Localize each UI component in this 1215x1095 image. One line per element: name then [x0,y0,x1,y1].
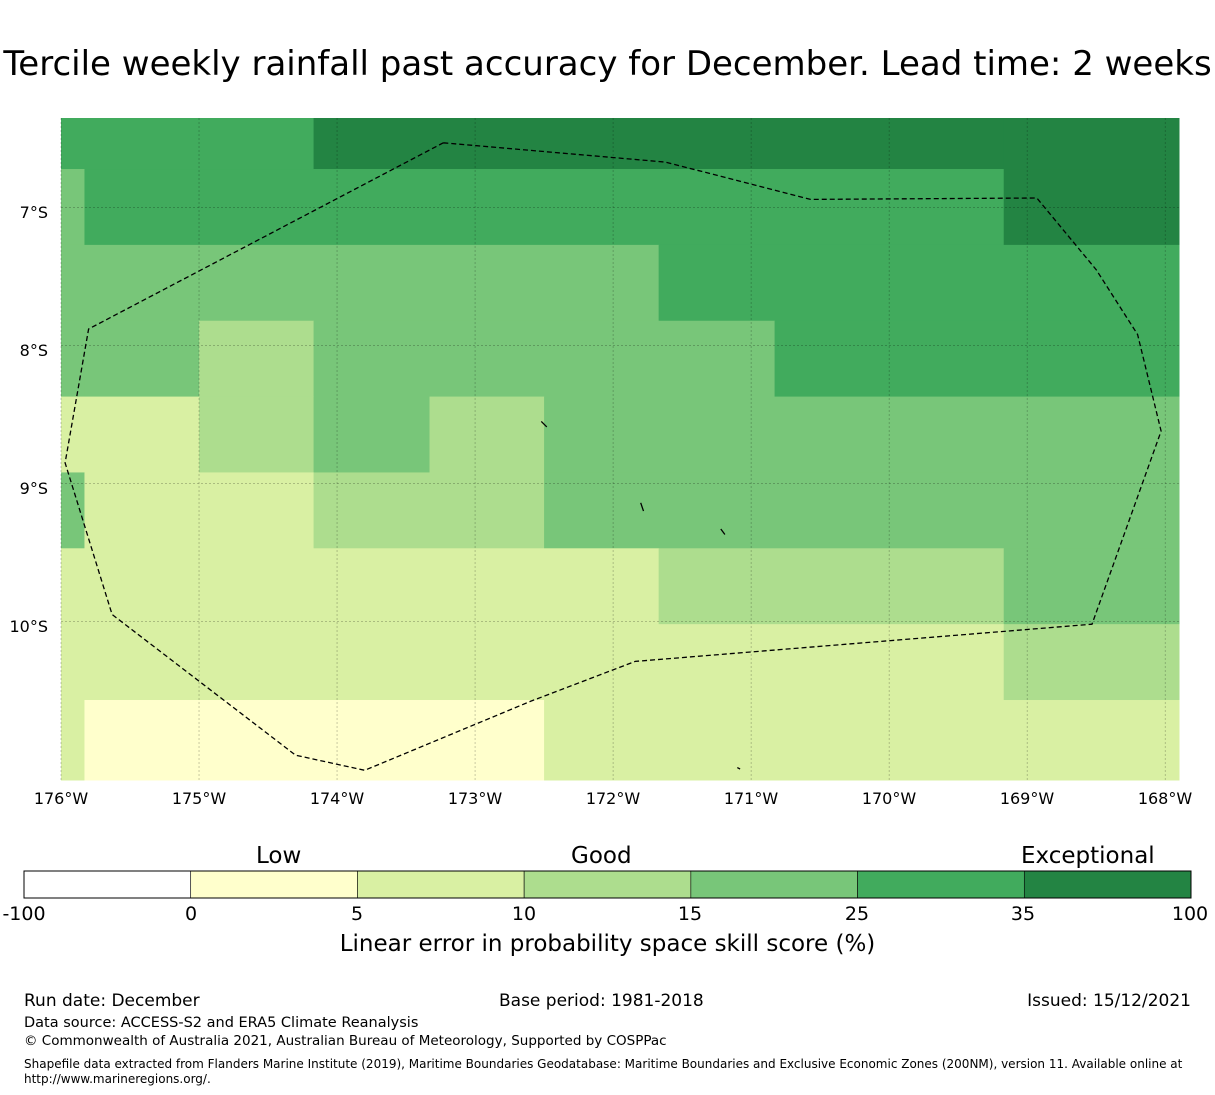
lon-label-176w: 176°W [33,789,89,808]
lon-label-172w: 172°W [585,789,641,808]
grid-cell [313,472,545,549]
grid-cell [84,320,200,398]
colorbar-outline [23,870,1192,899]
colorbar-tick: 35 [1010,903,1036,925]
grid-cell [61,244,660,322]
lat-label-10s: 10°S [9,617,48,636]
colorbar-segment [857,870,1025,899]
colorbar-segment [23,870,192,899]
colorbar-tick: 100 [1171,903,1209,925]
grid-cell [199,396,315,473]
eez-boundary [64,142,1162,771]
colorbar-segment [357,870,525,899]
shapefile-credit: Shapefile data extracted from Flanders M… [24,1057,1183,1071]
colorbar-tick: -100 [2,903,46,925]
grid-cells-layer [61,118,1180,781]
grid-cell [544,700,1180,781]
category-good: Good [571,843,632,869]
grid-cell [313,396,431,473]
grid-cell [429,396,545,473]
grid-cell [1003,169,1180,246]
grid-cell [774,320,1180,398]
island-outline [640,502,645,512]
islands-layer [540,420,741,770]
grid-cell [544,396,1180,473]
lon-label-171w: 171°W [723,789,779,808]
grid-cell [84,472,315,549]
base-period: Base period: 1981-2018 [499,991,704,1011]
grid-cell [61,700,85,781]
grid-cell [61,169,85,246]
lon-label-174w: 174°W [309,789,365,808]
grid-cell [61,118,315,170]
colorbar-segment [190,870,358,899]
shapefile-url: http://www.marineregions.org/. [24,1072,211,1086]
colorbar [23,870,1192,899]
grid-cell [61,320,85,398]
grid-cell [544,472,1180,549]
colorbar-tick: 15 [677,903,703,925]
island-outline [720,528,726,535]
colorbar-segment [523,870,692,899]
colorbar-tick: 0 [184,903,198,925]
issued-date: Issued: 15/12/2021 [1027,991,1191,1011]
grid-cell [313,320,776,398]
grid-cell [1003,548,1180,625]
lon-label-173w: 173°W [447,789,503,808]
category-low: Low [256,843,302,869]
colorbar-tick: 10 [511,903,537,925]
lon-label-169w: 169°W [999,789,1055,808]
grid-cell [199,320,315,398]
grid-cell [658,548,1005,625]
eez-boundary-layer [64,142,1162,771]
lat-label-8s: 8°S [19,341,48,360]
grid-cell [61,548,660,625]
colorbar-tick: 5 [350,903,364,925]
grid-cell [1003,118,1180,170]
lat-label-7s: 7°S [19,203,48,222]
copyright: © Commonwealth of Australia 2021, Austra… [24,1033,667,1049]
colorbar-segment [690,870,858,899]
grid-cell [61,624,1005,701]
grid-cell [84,169,1005,246]
colorbar-tick: 25 [844,903,870,925]
figure-title: Tercile weekly rainfall past accuracy fo… [3,44,1212,84]
colorbar-segment [1023,870,1192,899]
grid-cell [61,472,85,549]
lon-label-170w: 170°W [861,789,917,808]
run-date: Run date: December [24,991,200,1011]
grid-cell [1003,624,1180,701]
grid-cell [61,396,200,473]
data-source: Data source: ACCESS-S2 and ERA5 Climate … [24,1015,419,1031]
lon-label-175w: 175°W [171,789,227,808]
lat-label-9s: 9°S [19,479,48,498]
skill-map [60,118,1180,781]
island-outline [737,767,741,770]
lon-label-168w: 168°W [1137,789,1193,808]
grid-cell [658,244,1180,322]
island-outline [540,420,548,428]
grid-cell [84,700,545,781]
colorbar-label: Linear error in probability space skill … [339,931,876,957]
category-exceptional: Exceptional [1021,843,1155,869]
